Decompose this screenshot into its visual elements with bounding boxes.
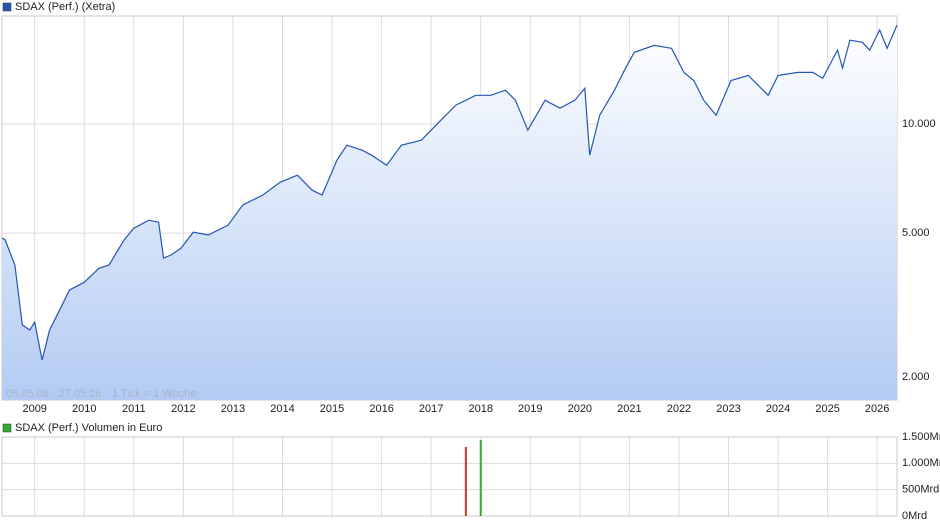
x-tick-label: 2021 [617, 403, 641, 415]
y-tick-label: 5.000 [902, 227, 930, 239]
y-tick-label: 2.000 [902, 371, 930, 383]
x-tick-label: 2023 [716, 403, 740, 415]
plot-frame [1, 436, 898, 517]
x-tick-label: 2018 [468, 403, 492, 415]
y-tick-label: 1.500Mrd [902, 431, 940, 443]
x-tick-label: 2015 [320, 403, 344, 415]
x-tick-label: 2017 [419, 403, 443, 415]
y-tick-label: 10.000 [902, 118, 936, 130]
x-tick-label: 2013 [221, 403, 245, 415]
x-tick-label: 2019 [518, 403, 542, 415]
volume-bar [479, 440, 482, 516]
x-tick-label: 2012 [171, 403, 195, 415]
x-tick-label: 2010 [72, 403, 96, 415]
price-line [1, 24, 898, 361]
tick-note: 1 Tick = 1 Woche [112, 388, 196, 400]
y-tick-label: 500Mrd [902, 484, 939, 496]
x-tick-label: 2020 [568, 403, 592, 415]
x-tick-label: 2022 [667, 403, 691, 415]
x-tick-label: 2025 [815, 403, 839, 415]
x-tick-label: 2009 [22, 403, 46, 415]
x-tick-label: 2026 [865, 403, 889, 415]
date-range: 05.05.08 - 27.05.26 [6, 388, 101, 400]
legend-label: SDAX (Perf.) (Xetra) [15, 1, 115, 13]
area-fill [2, 25, 897, 400]
y-tick-label: 0Mrd [902, 510, 927, 522]
x-tick-label: 2011 [122, 403, 146, 415]
legend-swatch [2, 2, 12, 12]
legend-swatch [2, 423, 12, 433]
y-tick-label: 1.000Mrd [902, 457, 940, 469]
x-tick-label: 2024 [766, 403, 790, 415]
legend-label: SDAX (Perf.) Volumen in Euro [15, 422, 162, 434]
x-tick-label: 2016 [369, 403, 393, 415]
x-tick-label: 2014 [270, 403, 294, 415]
volume-bar [464, 447, 467, 516]
